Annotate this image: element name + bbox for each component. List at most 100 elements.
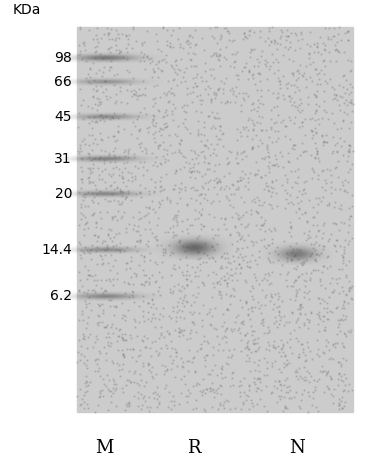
Point [89, 211, 95, 219]
Point [207, 371, 213, 378]
Point [333, 163, 338, 170]
Point [263, 62, 269, 70]
Point [269, 107, 274, 114]
Point [237, 270, 243, 277]
Point [81, 359, 87, 367]
Point [83, 303, 89, 311]
Point [116, 362, 122, 369]
Point [96, 99, 102, 106]
Point [124, 376, 130, 384]
Point [254, 375, 260, 383]
Point [122, 330, 128, 337]
Point [289, 102, 295, 109]
Point [136, 381, 142, 388]
Point [295, 36, 301, 44]
Point [140, 359, 146, 367]
Point [217, 264, 223, 272]
Point [211, 145, 217, 153]
Point [283, 32, 289, 40]
Point [269, 178, 275, 186]
Point [120, 388, 126, 396]
Point [321, 327, 327, 334]
Point [160, 113, 166, 121]
Point [218, 123, 223, 130]
Point [146, 361, 151, 369]
Point [93, 69, 99, 76]
Point [334, 125, 340, 132]
Point [270, 342, 276, 349]
Point [91, 198, 96, 205]
Point [257, 395, 263, 403]
Point [273, 160, 279, 168]
Point [108, 115, 114, 123]
Point [108, 172, 114, 180]
Point [170, 107, 176, 115]
Point [182, 115, 188, 123]
Text: 14.4: 14.4 [41, 243, 72, 257]
Point [126, 280, 131, 288]
Point [87, 249, 93, 257]
Point [83, 219, 89, 226]
Point [156, 392, 162, 400]
Point [110, 359, 116, 367]
Point [184, 101, 190, 109]
Point [133, 270, 139, 277]
Point [341, 182, 346, 189]
Point [78, 254, 84, 261]
Point [242, 32, 247, 39]
Point [120, 350, 126, 358]
Point [164, 37, 169, 44]
Point [190, 354, 196, 361]
Point [176, 188, 182, 196]
Point [309, 250, 315, 257]
Point [170, 215, 176, 223]
Point [111, 389, 116, 396]
Point [259, 113, 265, 121]
Point [296, 323, 302, 331]
Point [297, 310, 303, 318]
Point [228, 265, 234, 272]
Point [146, 124, 151, 131]
Point [246, 68, 252, 75]
Point [182, 183, 188, 191]
Point [269, 24, 275, 31]
Point [105, 329, 111, 336]
Point [150, 130, 156, 138]
Point [330, 33, 336, 40]
Point [323, 323, 329, 330]
Point [344, 29, 350, 36]
Point [221, 185, 227, 193]
Point [108, 252, 114, 259]
Point [242, 276, 248, 284]
Point [293, 318, 299, 325]
Point [138, 236, 143, 244]
Point [141, 253, 147, 261]
Point [297, 151, 303, 159]
Point [340, 287, 346, 295]
Point [180, 44, 186, 51]
Point [346, 380, 352, 388]
Point [240, 211, 246, 219]
Point [255, 142, 261, 150]
Point [322, 24, 328, 31]
Point [126, 367, 132, 375]
Point [132, 367, 138, 375]
Point [98, 98, 104, 106]
Point [293, 265, 299, 273]
Point [132, 242, 138, 249]
Point [348, 212, 354, 219]
Point [266, 256, 272, 264]
Point [76, 287, 82, 295]
Point [193, 154, 199, 162]
Point [227, 86, 233, 93]
Point [254, 387, 260, 395]
Point [266, 24, 272, 32]
Point [349, 294, 354, 301]
Point [110, 170, 116, 178]
Point [93, 31, 99, 39]
Point [243, 396, 249, 404]
Point [99, 224, 104, 232]
Point [86, 300, 92, 307]
Point [238, 194, 243, 201]
Point [95, 86, 100, 94]
